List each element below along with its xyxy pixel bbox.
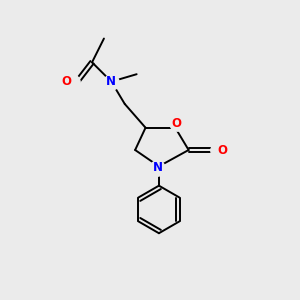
Text: O: O	[172, 117, 182, 130]
Text: N: N	[106, 75, 116, 88]
Text: O: O	[218, 143, 228, 157]
Text: O: O	[62, 75, 72, 88]
Text: N: N	[152, 161, 162, 174]
